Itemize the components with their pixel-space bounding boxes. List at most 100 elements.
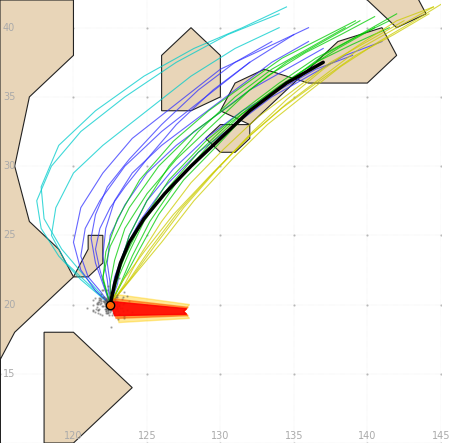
- Point: [113, 304, 120, 311]
- Point: [91, 309, 98, 316]
- Point: [109, 299, 116, 306]
- Polygon shape: [110, 295, 189, 323]
- Point: [114, 303, 121, 310]
- Point: [108, 295, 115, 302]
- Point: [110, 299, 117, 307]
- Text: 130: 130: [211, 431, 230, 441]
- Point: [97, 295, 104, 302]
- Polygon shape: [0, 0, 73, 443]
- Point: [104, 297, 111, 304]
- Point: [96, 296, 103, 303]
- Point: [109, 293, 116, 300]
- Point: [119, 293, 126, 300]
- Point: [114, 303, 121, 310]
- Point: [93, 300, 100, 307]
- Text: 15: 15: [3, 369, 15, 379]
- Point: [103, 308, 110, 315]
- Point: [102, 306, 109, 313]
- Point: [120, 307, 127, 314]
- Point: [105, 306, 112, 313]
- Point: [96, 301, 104, 308]
- Point: [106, 296, 113, 303]
- Point: [110, 304, 117, 311]
- Polygon shape: [44, 332, 132, 443]
- Point: [104, 282, 111, 289]
- Point: [115, 307, 122, 315]
- Text: 40: 40: [3, 23, 15, 33]
- Point: [111, 295, 118, 303]
- Point: [120, 315, 127, 322]
- Point: [107, 296, 114, 303]
- Text: 20: 20: [3, 299, 15, 310]
- Point: [94, 310, 101, 317]
- Point: [100, 302, 107, 309]
- Point: [104, 286, 111, 293]
- Point: [113, 300, 121, 307]
- Polygon shape: [110, 299, 188, 319]
- Point: [118, 296, 126, 303]
- Point: [121, 312, 128, 319]
- Point: [108, 311, 116, 319]
- Polygon shape: [110, 302, 187, 315]
- Point: [107, 289, 114, 296]
- Point: [120, 299, 127, 307]
- Point: [108, 300, 115, 307]
- Point: [107, 302, 114, 309]
- Point: [116, 303, 123, 310]
- Point: [106, 290, 113, 297]
- Point: [113, 306, 121, 313]
- Point: [106, 299, 113, 307]
- Point: [115, 315, 122, 322]
- Point: [102, 298, 109, 305]
- Point: [109, 300, 117, 307]
- Text: 140: 140: [358, 431, 377, 441]
- Polygon shape: [338, 0, 426, 28]
- Point: [101, 297, 108, 304]
- Point: [102, 297, 109, 304]
- Point: [113, 298, 121, 305]
- Point: [90, 307, 97, 315]
- Point: [116, 311, 123, 318]
- Point: [123, 307, 130, 314]
- Point: [94, 303, 101, 311]
- Point: [94, 301, 101, 308]
- Text: 30: 30: [3, 161, 15, 171]
- Point: [102, 305, 109, 312]
- Text: 135: 135: [284, 431, 303, 441]
- Text: 25: 25: [3, 230, 15, 241]
- Point: [103, 297, 110, 304]
- Text: 125: 125: [138, 431, 156, 441]
- Point: [104, 310, 111, 317]
- Point: [110, 291, 117, 298]
- Polygon shape: [73, 235, 103, 277]
- Point: [103, 309, 110, 316]
- Point: [99, 303, 106, 310]
- Text: 35: 35: [3, 92, 15, 102]
- Point: [105, 293, 112, 300]
- Point: [95, 307, 102, 314]
- Point: [102, 304, 109, 311]
- Point: [108, 295, 115, 303]
- Point: [116, 300, 123, 307]
- Point: [97, 290, 104, 297]
- Point: [106, 301, 113, 308]
- Point: [110, 301, 117, 308]
- Point: [110, 285, 117, 292]
- Point: [120, 301, 127, 308]
- Point: [108, 306, 115, 313]
- Point: [111, 299, 118, 307]
- Point: [123, 292, 130, 299]
- Point: [109, 298, 116, 305]
- Point: [99, 311, 106, 318]
- Polygon shape: [206, 124, 250, 152]
- Polygon shape: [162, 28, 220, 111]
- Point: [108, 303, 116, 310]
- Point: [102, 306, 109, 313]
- Point: [121, 288, 128, 295]
- Point: [96, 296, 103, 303]
- Point: [112, 308, 119, 315]
- Point: [104, 307, 112, 314]
- Point: [109, 288, 117, 295]
- Point: [100, 298, 108, 305]
- Point: [96, 311, 104, 318]
